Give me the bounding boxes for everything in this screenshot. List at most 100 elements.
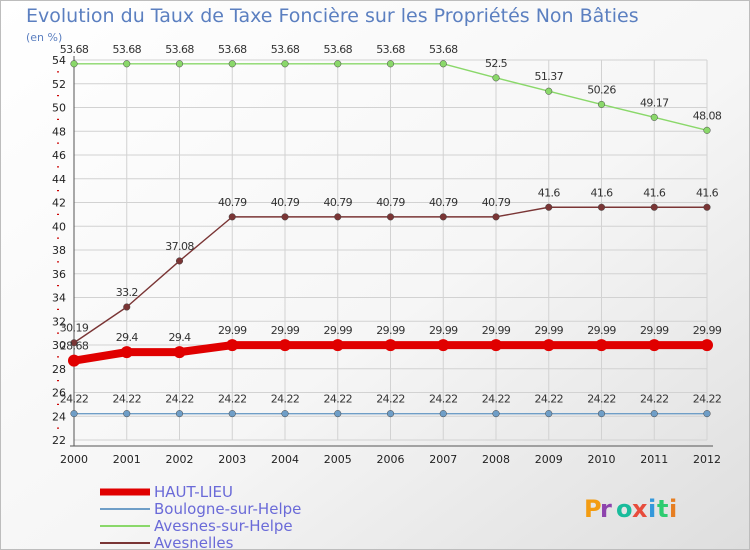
data-label: 48.08: [693, 109, 722, 122]
legend-label: HAUT-LIEU: [154, 483, 233, 501]
proxiti-logo: Pr o x i t i: [584, 495, 677, 523]
data-point: [123, 60, 131, 68]
data-point: [545, 203, 553, 211]
data-label: 24.22: [218, 393, 247, 406]
data-point: [595, 339, 608, 352]
data-label: 29.99: [271, 324, 300, 337]
data-point: [334, 410, 342, 418]
data-point: [334, 213, 342, 221]
data-label: 53.68: [218, 43, 247, 56]
data-label: 29.99: [218, 324, 247, 337]
data-point: [175, 257, 184, 265]
legend-label: Avesnes-sur-Helpe: [154, 517, 293, 535]
data-label: 29.99: [376, 324, 405, 337]
data-label: 49.17: [640, 96, 669, 109]
data-label: 33.2: [116, 286, 138, 299]
data-point: [386, 213, 395, 221]
data-label: 40.79: [376, 196, 405, 209]
logo-letter: t: [657, 495, 668, 523]
data-point: [701, 339, 713, 352]
data-label: 29.99: [640, 324, 669, 337]
data-point: [703, 126, 711, 134]
data-point: [384, 339, 397, 352]
logo-letter: x: [632, 495, 648, 523]
data-point: [597, 100, 606, 108]
x-tick-label: 2008: [482, 453, 510, 466]
data-label: 24.22: [165, 393, 194, 406]
data-point: [492, 410, 500, 418]
data-label: 53.68: [324, 43, 353, 56]
x-tick-label: 2000: [60, 453, 88, 466]
data-label: 50.26: [587, 83, 616, 96]
y-tick-label: 44: [52, 173, 66, 186]
x-tick-label: 2011: [640, 453, 668, 466]
data-point: [597, 410, 606, 418]
logo-letter: r: [600, 495, 612, 523]
y-tick-label: 22: [52, 434, 66, 447]
data-point: [228, 60, 236, 68]
data-label: 53.68: [165, 43, 194, 56]
data-point: [334, 60, 342, 68]
data-point: [68, 354, 80, 367]
data-point: [650, 113, 658, 121]
data-point: [175, 60, 184, 68]
data-point: [123, 303, 131, 311]
y-tick-label: 52: [52, 78, 66, 91]
data-label: 24.22: [587, 393, 616, 406]
x-tick-label: 2002: [166, 453, 194, 466]
x-tick-label: 2003: [218, 453, 246, 466]
data-label: 40.79: [218, 196, 247, 209]
data-label: 24.22: [113, 393, 142, 406]
x-tick-label: 2004: [271, 453, 299, 466]
data-label: 29.99: [693, 324, 722, 337]
data-point: [281, 410, 289, 418]
data-point: [123, 410, 131, 418]
x-tick-label: 2012: [693, 453, 721, 466]
y-tick-label: 48: [52, 125, 66, 138]
data-point: [386, 60, 395, 68]
x-tick-label: 2009: [535, 453, 563, 466]
data-label: 40.79: [271, 196, 300, 209]
data-label: 24.22: [271, 393, 300, 406]
data-point: [439, 60, 447, 68]
data-point: [386, 410, 395, 418]
data-point: [492, 213, 500, 221]
data-labels: 28.68 29.4 29.4 29.99 29.99 29.99 29.99 29.99 29…: [60, 43, 723, 406]
data-point: [228, 410, 236, 418]
y-tick-label: 24: [52, 410, 66, 423]
y-tick-label: 38: [52, 244, 66, 257]
x-tick-label: 2001: [113, 453, 141, 466]
data-label: 24.22: [376, 393, 405, 406]
axes: 22 24 26 28 30 32 34 36 38 40 42 44 46 48 50 52 54 2000 20…: [52, 54, 721, 466]
data-label: 24.22: [60, 393, 89, 406]
data-label: 53.68: [113, 43, 142, 56]
data-point: [439, 213, 447, 221]
y-tick-label: 40: [52, 220, 66, 233]
data-label: 24.22: [482, 393, 511, 406]
data-label: 41.6: [643, 186, 666, 199]
data-point: [439, 410, 447, 418]
y-tick-label: 34: [52, 292, 66, 305]
y-axis-unit-label: (en %): [26, 31, 62, 44]
data-point: [648, 339, 661, 352]
data-label: 24.22: [535, 393, 564, 406]
data-label: 29.99: [535, 324, 564, 337]
data-label: 24.22: [640, 393, 669, 406]
logo-letter: o: [616, 495, 633, 523]
y-tick-label: 50: [52, 102, 66, 115]
data-label: 51.37: [535, 70, 564, 83]
legend-label: Avesnelles: [154, 534, 234, 550]
data-label: 40.79: [482, 196, 511, 209]
data-point: [120, 346, 133, 359]
y-tick-label: 42: [52, 197, 66, 210]
data-point: [597, 203, 606, 211]
data-point: [279, 339, 291, 352]
data-label: 53.68: [271, 43, 300, 56]
data-point: [70, 339, 78, 347]
chart-title: Evolution du Taux de Taxe Foncière sur l…: [26, 5, 639, 27]
data-point: [545, 410, 553, 418]
data-label: 29.4: [116, 331, 139, 344]
